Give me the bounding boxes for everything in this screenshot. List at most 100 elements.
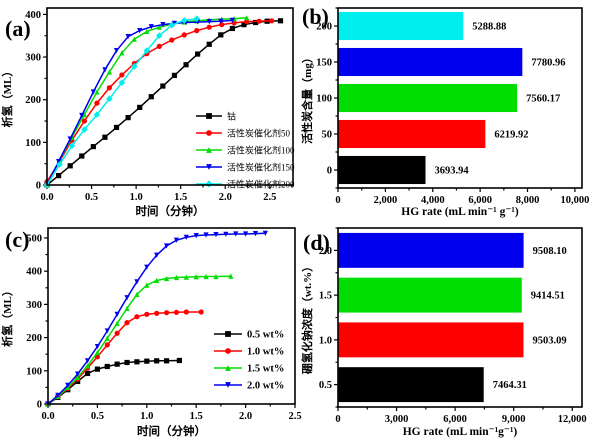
- x-tick-label: 1.5: [190, 411, 203, 422]
- square-marker: [229, 25, 235, 32]
- y-tick-label: 0: [37, 400, 42, 411]
- triangle-down-marker: [125, 33, 131, 40]
- circle-marker: [119, 72, 125, 78]
- square-marker: [171, 72, 178, 78]
- circle-marker: [256, 18, 262, 24]
- triangle-up-marker: [154, 277, 160, 284]
- circle-marker: [156, 43, 162, 49]
- triangle-up-marker: [84, 363, 91, 369]
- diamond-marker: [205, 180, 213, 188]
- triangle-down-marker: [203, 232, 209, 238]
- triangle-down-marker: [148, 24, 154, 30]
- plot-frame: [46, 7, 294, 186]
- circle-marker: [206, 24, 212, 30]
- bar-value-label: 3693.94: [435, 166, 470, 177]
- x-tick-label: 0: [335, 195, 340, 206]
- x-axis-label: HG rate (mL min⁻¹g⁻¹): [403, 426, 518, 438]
- square-marker: [277, 18, 284, 24]
- triangle-down-marker: [55, 158, 62, 165]
- x-tick-label: 3,000: [385, 414, 409, 425]
- diamond-marker: [93, 111, 101, 118]
- bar-value-label: 9503.09: [533, 335, 567, 346]
- triangle-up-marker: [144, 282, 150, 288]
- bar-value-label: 7560.17: [526, 94, 560, 105]
- x-tick-label: 9,000: [502, 414, 526, 425]
- x-tick-label: 0.5: [91, 411, 104, 422]
- triangle-down-marker: [84, 358, 91, 364]
- bar-200: [338, 11, 464, 41]
- circle-marker: [81, 118, 88, 124]
- y-tick-label: 100: [26, 366, 42, 377]
- panel-c-letter: (c): [5, 227, 30, 252]
- triangle-up-marker: [206, 147, 212, 153]
- circle-marker: [154, 310, 160, 316]
- diamond-marker: [56, 161, 63, 168]
- triangle-down-marker: [55, 392, 61, 398]
- x-axis-label: 时间（分钟）: [137, 424, 206, 438]
- bar-value-label: 7464.31: [493, 380, 527, 391]
- triangle-down-marker: [144, 264, 150, 270]
- triangle-down-marker: [114, 311, 120, 317]
- triangle-down-marker: [262, 230, 268, 236]
- line-chart-nabh4-concentration: 0.0 0.5 1.0 1.5 2.0 2.5 0 100 200 300 400 500 0.5 wt…: [0, 227, 302, 438]
- square-marker: [195, 51, 201, 57]
- x-tick-label: 2.0: [219, 192, 232, 203]
- square-marker: [225, 331, 231, 337]
- legend-label: 活性炭催化剂100: [227, 145, 295, 156]
- x-tick-label: 2,000: [374, 195, 398, 206]
- triangle-down-marker: [193, 233, 199, 239]
- y-tick-label: 200: [316, 22, 332, 33]
- triangle-down-marker: [206, 164, 212, 170]
- triangle-down-marker: [243, 231, 249, 237]
- square-marker: [84, 370, 91, 377]
- square-marker: [125, 115, 131, 121]
- bar-1.0: [338, 322, 524, 358]
- triangle-down-marker: [65, 382, 71, 389]
- bar-1.5: [338, 277, 522, 313]
- y-tick-label: 500: [26, 233, 42, 244]
- triangle-up-marker: [131, 36, 137, 42]
- x-tick-label: 2.5: [288, 411, 301, 422]
- triangle-up-marker: [134, 291, 140, 298]
- square-marker: [252, 19, 259, 26]
- triangle-down-marker: [206, 19, 212, 25]
- triangle-up-marker: [94, 349, 100, 356]
- triangle-up-marker: [156, 24, 162, 30]
- triangle-down-marker: [134, 279, 140, 285]
- circle-marker: [144, 311, 150, 317]
- triangle-down-marker: [94, 343, 100, 350]
- square-marker: [241, 22, 247, 28]
- circle-marker: [114, 330, 120, 336]
- circle-marker: [181, 32, 187, 38]
- square-marker: [134, 359, 140, 365]
- x-tick-label: 10,000: [560, 195, 589, 206]
- square-marker: [137, 104, 143, 110]
- square-marker: [176, 357, 183, 364]
- plot-c: 0.0 0.5 1.0 1.5 2.0 2.5 0 100 200 300 400 500 0.5 wt…: [0, 227, 302, 438]
- series-3: [44, 17, 235, 188]
- legend: 0.5 wt% 1.0 wt% 1.5 wt% 2.0 wt%: [214, 330, 284, 392]
- square-marker: [102, 134, 108, 140]
- circle-marker: [94, 354, 100, 360]
- triangle-down-marker: [252, 231, 259, 237]
- bar-2.0: [338, 232, 524, 268]
- circle-marker: [106, 85, 112, 91]
- x-tick-label: 12,000: [558, 414, 587, 425]
- triangle-up-marker: [81, 112, 88, 118]
- bar-chart-nabh4-rate: 0 3,000 6,000 9,000 12,000 0.5 7464.31 1.0 9503.…: [300, 227, 587, 438]
- square-marker: [144, 358, 150, 364]
- triangle-down-marker: [124, 295, 130, 301]
- legend-label: 活性炭催化剂50: [227, 128, 291, 139]
- circle-marker: [183, 309, 189, 315]
- series-line: [46, 19, 233, 186]
- y-tick-label: 400: [26, 267, 42, 278]
- bar-0: [338, 155, 426, 185]
- x-tick-label: 0.5: [85, 192, 98, 203]
- triangle-down-marker: [75, 371, 81, 377]
- x-tick-label: 1.0: [130, 192, 143, 203]
- diamond-marker: [193, 15, 201, 22]
- triangle-down-marker: [183, 234, 189, 240]
- square-marker: [104, 363, 110, 370]
- x-tick-label: 2.5: [263, 192, 276, 203]
